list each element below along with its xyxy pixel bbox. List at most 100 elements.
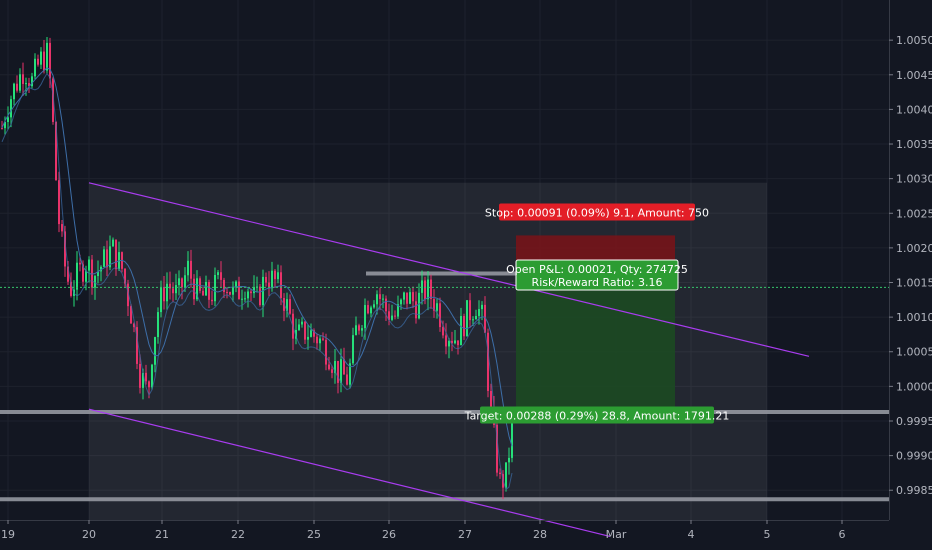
price-axis[interactable]: 1.0050 1.0045 1.0040 1.0035 1.0030 1.0025 1.00… bbox=[889, 34, 932, 497]
candle-body bbox=[469, 300, 471, 321]
candle-body bbox=[139, 363, 141, 388]
price-tick-label: 1.0050 bbox=[896, 34, 932, 47]
candle-body bbox=[280, 272, 282, 299]
price-tick-label: 1.0025 bbox=[896, 207, 932, 220]
candle-body bbox=[124, 268, 126, 284]
candle-body bbox=[70, 281, 72, 296]
candle-body bbox=[427, 279, 429, 300]
target-zone bbox=[516, 273, 675, 412]
candle-body bbox=[259, 286, 261, 306]
candle-body bbox=[406, 292, 408, 304]
candle-body bbox=[409, 292, 411, 304]
candle-body bbox=[463, 316, 465, 337]
price-tick-label: 1.0040 bbox=[896, 103, 932, 116]
candle-body bbox=[349, 363, 351, 385]
candle-body bbox=[301, 321, 303, 325]
candle-body bbox=[10, 99, 12, 118]
candle-body bbox=[421, 280, 423, 293]
candle-body bbox=[97, 271, 99, 277]
candle-body bbox=[343, 359, 345, 375]
price-tick-label: 1.0045 bbox=[896, 69, 932, 82]
candle-body bbox=[4, 121, 6, 129]
price-tick-label: 1.0015 bbox=[896, 277, 932, 290]
candle-body bbox=[382, 298, 384, 300]
moving-average-line bbox=[1, 67, 513, 447]
candle-body bbox=[28, 83, 30, 87]
candle-body bbox=[268, 282, 270, 289]
candle-body bbox=[34, 58, 36, 77]
candle-body bbox=[337, 360, 339, 383]
candle-body bbox=[388, 311, 390, 320]
candle-body bbox=[64, 231, 66, 267]
candle-body bbox=[79, 262, 81, 265]
target-label: Target: 0.00288 (0.29%) 28.8, Amount: 17… bbox=[464, 406, 729, 424]
candle-body bbox=[49, 42, 51, 79]
candle-body bbox=[187, 260, 189, 276]
candle-body bbox=[403, 292, 405, 300]
candle-body bbox=[199, 278, 201, 291]
candle-body bbox=[250, 291, 252, 294]
time-tick-label: 20 bbox=[82, 528, 96, 541]
candle-body bbox=[442, 327, 444, 336]
candle-body bbox=[481, 304, 483, 310]
candle-body bbox=[439, 303, 441, 328]
candle-body bbox=[334, 360, 336, 373]
time-tick-label: 21 bbox=[155, 528, 169, 541]
candle-body bbox=[289, 299, 291, 314]
candle-body bbox=[151, 364, 153, 388]
candle-body bbox=[76, 262, 78, 290]
candle-body bbox=[436, 303, 438, 311]
candle-body bbox=[61, 224, 63, 232]
stop-label-text: Stop: 0.00091 (0.09%) 9.1, Amount: 750 bbox=[485, 207, 709, 220]
candle-body bbox=[412, 292, 414, 302]
candle-body bbox=[490, 390, 492, 408]
time-tick-label: 22 bbox=[231, 528, 245, 541]
price-tick-label: 0.9995 bbox=[896, 415, 932, 428]
candle-body bbox=[247, 291, 249, 299]
candle-body bbox=[82, 264, 84, 282]
channel-upper-line[interactable] bbox=[88, 182, 810, 357]
candle-body bbox=[352, 335, 354, 364]
candle-body bbox=[37, 58, 39, 65]
candle-body bbox=[43, 51, 45, 71]
candle-body bbox=[142, 372, 144, 388]
candle-body bbox=[109, 246, 111, 268]
candle-body bbox=[154, 337, 156, 365]
candle-body bbox=[313, 330, 315, 337]
candle-body bbox=[241, 298, 243, 300]
candle-body bbox=[232, 287, 234, 295]
candle-body bbox=[415, 301, 417, 319]
candle-body bbox=[322, 338, 324, 340]
time-tick-label: 27 bbox=[458, 528, 472, 541]
candle-body bbox=[67, 266, 69, 282]
candle-body bbox=[202, 290, 204, 296]
candle-body bbox=[484, 304, 486, 333]
candle-body bbox=[424, 280, 426, 300]
candle-body bbox=[25, 83, 27, 85]
time-axis[interactable]: 19 20 21 22 25 26 27 28 Mar 4 5 6 bbox=[1, 520, 846, 541]
candle-body bbox=[136, 327, 138, 364]
candle-body bbox=[217, 272, 219, 275]
candle-body bbox=[505, 462, 507, 488]
candle-body bbox=[163, 287, 165, 302]
candle-body bbox=[55, 121, 57, 181]
candle-body bbox=[13, 83, 15, 100]
moving-average-line bbox=[1, 72, 513, 491]
candle-body bbox=[496, 424, 498, 473]
candle-body bbox=[487, 332, 489, 391]
candle-body bbox=[418, 292, 420, 319]
time-tick-label: 4 bbox=[688, 528, 695, 541]
candle-body bbox=[127, 283, 129, 307]
candle-body bbox=[58, 180, 60, 225]
candle-body bbox=[400, 299, 402, 305]
channel-lower-line[interactable] bbox=[88, 408, 611, 537]
candle-body bbox=[370, 307, 372, 314]
candle-body bbox=[316, 336, 318, 344]
price-tick-label: 1.0030 bbox=[896, 173, 932, 186]
candle-body bbox=[508, 457, 510, 463]
candle-body bbox=[19, 74, 21, 91]
candle-body bbox=[331, 369, 333, 373]
candle-body bbox=[271, 270, 273, 289]
candle-body bbox=[169, 283, 171, 289]
